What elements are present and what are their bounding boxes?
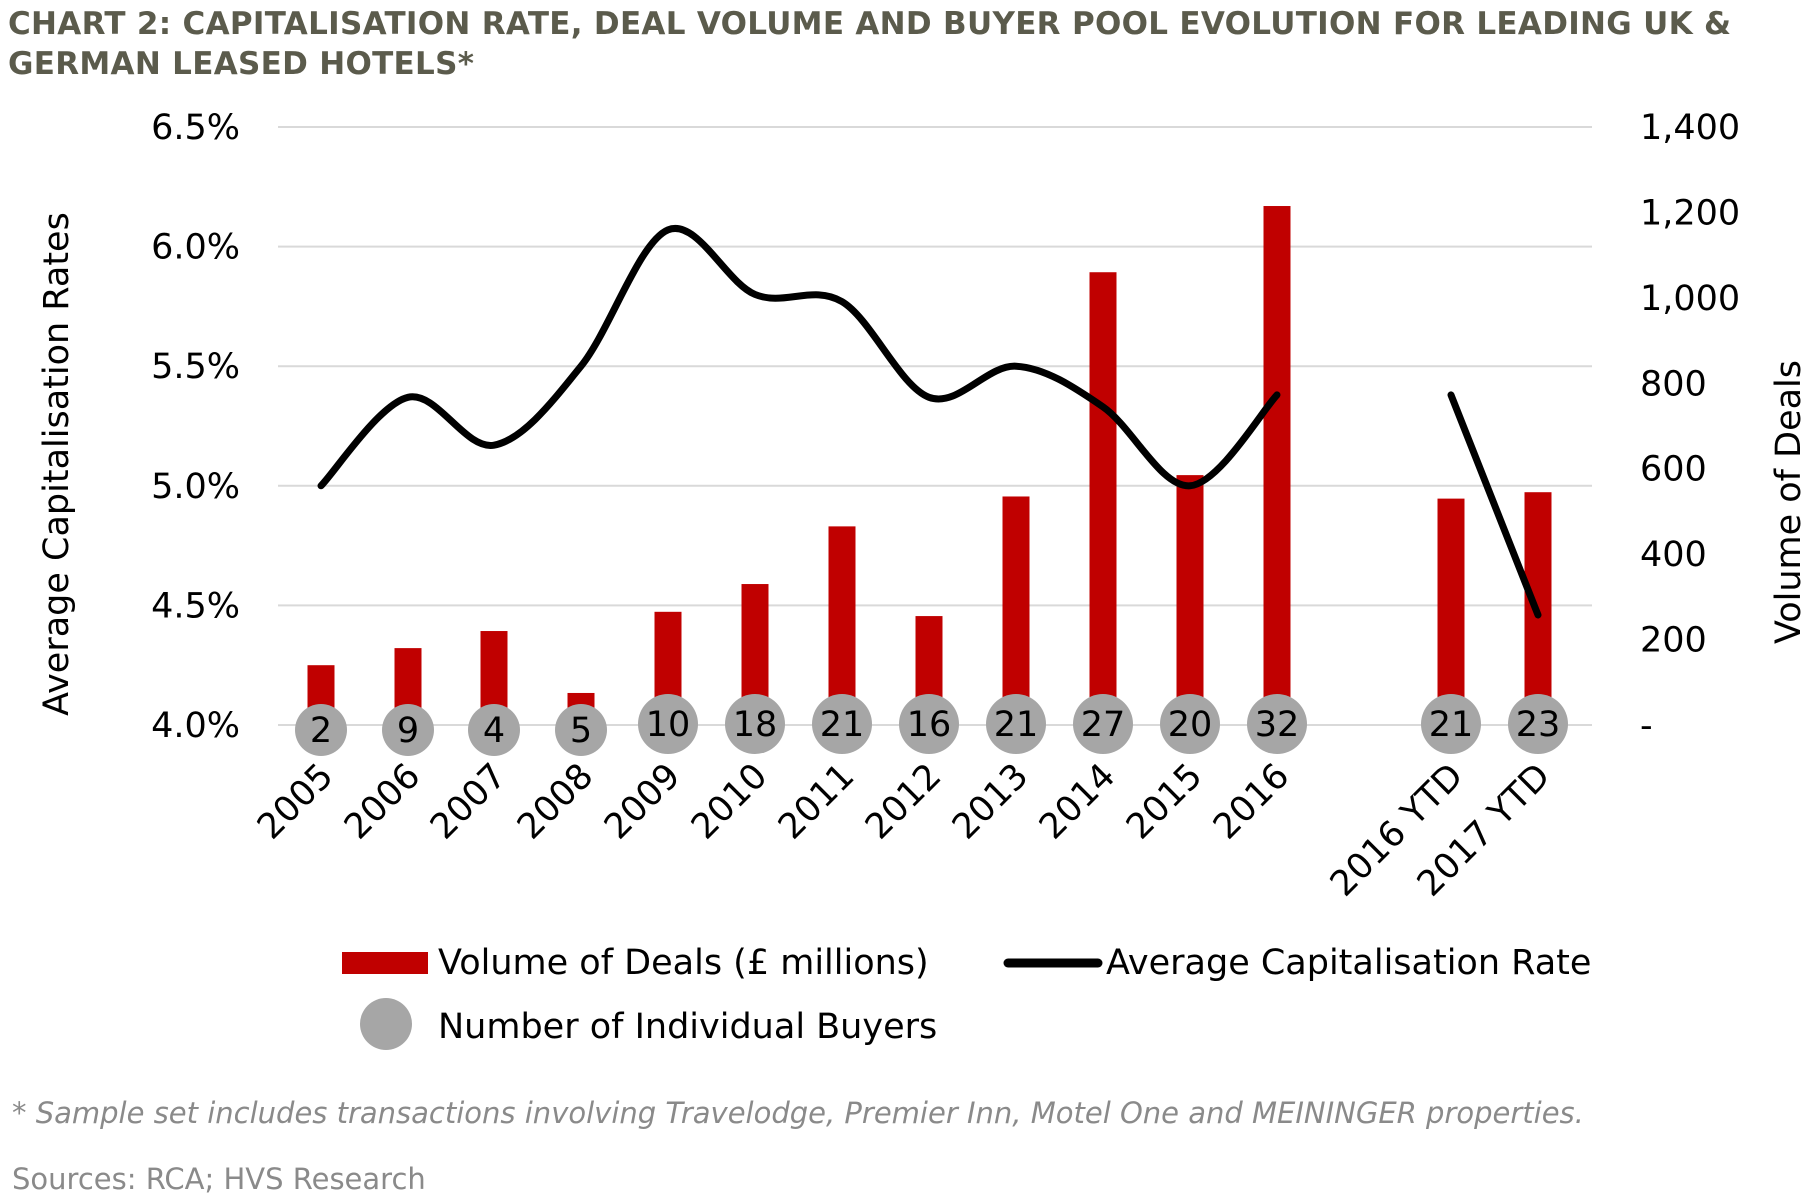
x-tick-label: 2013 xyxy=(945,756,1036,847)
buyer-bubble xyxy=(638,694,698,754)
buyer-bubble xyxy=(1073,694,1133,754)
x-tick-label: 2009 xyxy=(597,756,688,847)
right-tick-label: 1,400 xyxy=(1640,108,1740,148)
legend-bar-label: Volume of Deals (£ millions) xyxy=(438,943,929,983)
sources: Sources: RCA; HVS Research xyxy=(12,1162,426,1196)
left-axis-ticks: 4.0% 4.5% 5.0% 5.5% 6.0% 6.5% xyxy=(151,108,240,746)
buyer-bubble xyxy=(1160,694,1220,754)
x-tick-label: 2007 xyxy=(423,756,514,847)
x-tick-label: 2016 xyxy=(1206,756,1297,847)
buyer-count-label: 9 xyxy=(397,711,419,751)
footnote: * Sample set includes transactions invol… xyxy=(12,1096,1584,1130)
buyer-bubble xyxy=(986,694,1046,754)
bars-group xyxy=(307,206,1552,725)
legend-bubble-label: Number of Individual Buyers xyxy=(438,1007,937,1047)
right-tick-label: 1,200 xyxy=(1640,193,1740,233)
x-tick-label: 2014 xyxy=(1032,756,1123,847)
left-axis-label: Average Capitalisation Rates xyxy=(37,212,77,716)
buyer-count-label: 32 xyxy=(1255,705,1300,745)
right-axis-label: Volume of Deals xyxy=(1769,360,1809,644)
buyer-count-label: 21 xyxy=(1429,705,1474,745)
buyer-bubble xyxy=(295,704,347,756)
buyer-count-label: 21 xyxy=(820,705,865,745)
buyer-count-label: 16 xyxy=(907,705,952,745)
buyer-bubble xyxy=(555,704,607,756)
buyer-count-label: 4 xyxy=(483,711,505,751)
buyer-bubble xyxy=(1508,694,1568,754)
left-tick-label: 5.0% xyxy=(151,467,240,507)
buyer-count-label: 2 xyxy=(310,711,332,751)
volume-bar xyxy=(1176,475,1204,725)
x-tick-label: 2010 xyxy=(684,756,775,847)
legend-bubble-swatch xyxy=(360,998,412,1050)
buyer-bubble xyxy=(1247,694,1307,754)
legend-line-label: Average Capitalisation Rate xyxy=(1106,943,1591,983)
volume-bar xyxy=(1089,272,1117,725)
buyer-count-label: 5 xyxy=(570,711,592,751)
cap-rate-line xyxy=(317,224,1281,490)
buyer-count-label: 27 xyxy=(1081,705,1126,745)
right-tick-label: 200 xyxy=(1640,621,1707,661)
buyer-bubble xyxy=(812,694,872,754)
volume-bar xyxy=(828,526,856,725)
x-tick-label: 2011 xyxy=(771,756,862,847)
buyer-bubble xyxy=(899,694,959,754)
x-tick-label: 2008 xyxy=(510,756,601,847)
volume-bar xyxy=(1263,206,1291,725)
chart-title: CHART 2: CAPITALISATION RATE, DEAL VOLUM… xyxy=(8,6,1732,82)
bubbles-group: 2 9 4 5 10 18 21 16 21 27 20 32 21 23 xyxy=(295,694,1568,756)
buyer-count-label: 20 xyxy=(1168,705,1213,745)
buyer-count-label: 23 xyxy=(1516,705,1561,745)
right-tick-label: 800 xyxy=(1640,364,1707,404)
volume-bar xyxy=(1437,498,1465,725)
left-tick-label: 6.0% xyxy=(151,228,240,268)
x-tick-label: 2012 xyxy=(858,756,949,847)
buyer-bubble xyxy=(1421,694,1481,754)
x-tick-label: 2015 xyxy=(1119,756,1210,847)
legend: Volume of Deals (£ millions) Average Cap… xyxy=(342,943,1591,1050)
right-tick-label: 400 xyxy=(1640,535,1707,575)
buyer-count-label: 21 xyxy=(994,705,1039,745)
buyer-bubble xyxy=(468,704,520,756)
x-axis-ticks: 2005200620072008200920102011201220132014… xyxy=(250,756,1558,904)
right-tick-label: 1,000 xyxy=(1640,279,1740,319)
left-tick-label: 4.5% xyxy=(151,586,240,626)
legend-bar-swatch xyxy=(342,952,428,974)
x-tick-label: 2006 xyxy=(337,756,428,847)
left-tick-label: 4.0% xyxy=(151,706,240,746)
right-axis-ticks: - 200 400 600 800 1,000 1,200 1,400 xyxy=(1640,108,1740,746)
line-group xyxy=(317,224,1542,619)
buyer-count-label: 10 xyxy=(646,705,691,745)
left-tick-label: 6.5% xyxy=(151,108,240,148)
buyer-bubble xyxy=(725,694,785,754)
right-tick-label: - xyxy=(1640,706,1653,746)
buyer-count-label: 18 xyxy=(733,705,778,745)
volume-bar xyxy=(1002,496,1030,725)
right-tick-label: 600 xyxy=(1640,450,1707,490)
buyer-bubble xyxy=(382,704,434,756)
left-tick-label: 5.5% xyxy=(151,347,240,387)
cap-rate-line-ytd xyxy=(1447,391,1542,619)
x-tick-label: 2005 xyxy=(250,756,341,847)
